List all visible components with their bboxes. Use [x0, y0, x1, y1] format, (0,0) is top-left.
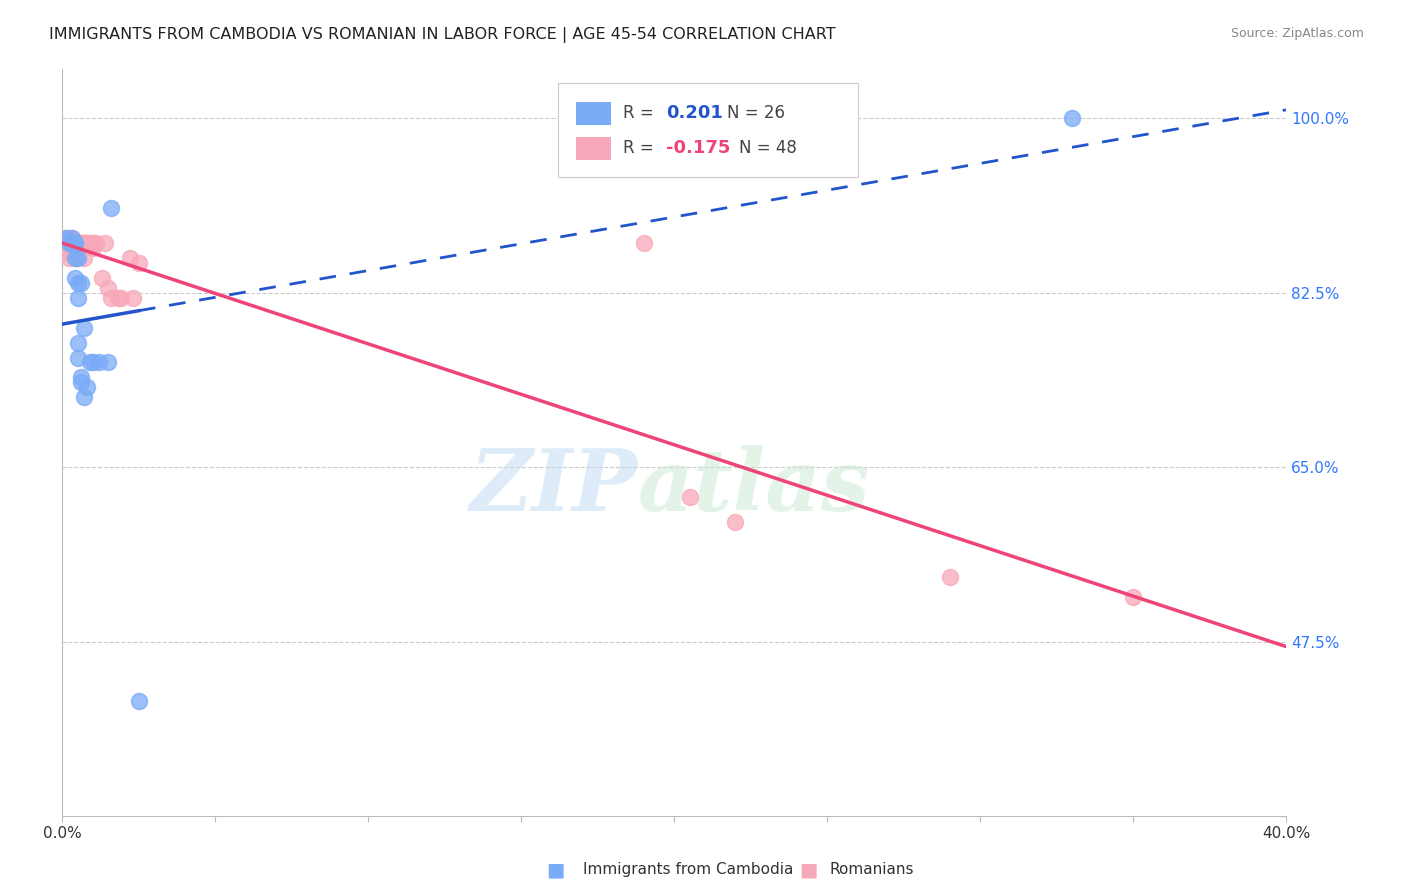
Point	[107, 291, 129, 305]
Text: atlas: atlas	[637, 445, 870, 529]
Point	[58, 235, 80, 250]
Point	[66, 351, 89, 365]
Point	[73, 251, 96, 265]
Point	[63, 235, 86, 250]
Point	[55, 235, 77, 250]
Point	[63, 235, 86, 250]
Point	[94, 235, 117, 250]
Point	[82, 355, 104, 369]
Text: Immigrants from Cambodia: Immigrants from Cambodia	[583, 863, 794, 877]
Point	[82, 235, 104, 250]
Point	[70, 235, 93, 250]
Point	[70, 370, 93, 384]
Point	[66, 235, 89, 250]
Point	[70, 235, 93, 250]
Point	[55, 235, 77, 250]
Point	[76, 235, 98, 250]
Point	[58, 245, 80, 260]
Point	[60, 235, 83, 250]
Point	[110, 291, 132, 305]
Point	[91, 270, 114, 285]
Point	[97, 281, 120, 295]
Text: N = 48: N = 48	[740, 139, 797, 158]
Point	[89, 355, 111, 369]
Point	[66, 235, 89, 250]
Point	[128, 694, 150, 708]
Point	[63, 251, 86, 265]
Point	[1122, 590, 1144, 604]
Point	[73, 235, 96, 250]
Point	[63, 270, 86, 285]
Point	[63, 235, 86, 250]
Point	[55, 231, 77, 245]
Point	[118, 251, 141, 265]
Point	[73, 390, 96, 404]
Point	[121, 291, 143, 305]
Point	[60, 231, 83, 245]
Point	[633, 235, 655, 250]
Text: R =: R =	[623, 139, 659, 158]
Point	[60, 235, 83, 250]
Point	[76, 235, 98, 250]
Text: Romanians: Romanians	[830, 863, 914, 877]
Point	[58, 235, 80, 250]
Point	[66, 241, 89, 255]
Point	[73, 320, 96, 334]
Point	[66, 235, 89, 250]
Text: R =: R =	[623, 104, 659, 122]
Text: -0.175: -0.175	[665, 139, 730, 158]
Point	[724, 515, 747, 529]
Point	[58, 235, 80, 250]
Text: N = 26: N = 26	[727, 104, 785, 122]
Point	[70, 276, 93, 290]
Point	[128, 256, 150, 270]
Text: IMMIGRANTS FROM CAMBODIA VS ROMANIAN IN LABOR FORCE | AGE 45-54 CORRELATION CHAR: IMMIGRANTS FROM CAMBODIA VS ROMANIAN IN …	[49, 27, 835, 43]
Text: ■: ■	[546, 860, 565, 880]
Text: ■: ■	[799, 860, 818, 880]
Point	[66, 291, 89, 305]
Point	[58, 231, 80, 245]
Point	[58, 235, 80, 250]
Text: 0.201: 0.201	[665, 104, 723, 122]
Point	[60, 231, 83, 245]
Point	[58, 251, 80, 265]
Point	[55, 231, 77, 245]
FancyBboxPatch shape	[558, 84, 858, 177]
Point	[79, 235, 101, 250]
Point	[63, 251, 86, 265]
Point	[66, 335, 89, 350]
FancyBboxPatch shape	[576, 103, 610, 125]
Point	[73, 235, 96, 250]
Text: Source: ZipAtlas.com: Source: ZipAtlas.com	[1230, 27, 1364, 40]
Point	[79, 355, 101, 369]
Point	[66, 235, 89, 250]
Point	[1060, 112, 1083, 126]
Point	[100, 201, 122, 215]
Point	[60, 235, 83, 250]
Point	[84, 235, 107, 250]
Text: ZIP: ZIP	[470, 445, 637, 529]
Point	[70, 376, 93, 390]
Point	[66, 235, 89, 250]
Point	[66, 251, 89, 265]
Point	[63, 235, 86, 250]
Point	[100, 291, 122, 305]
Point	[76, 380, 98, 394]
Point	[82, 241, 104, 255]
Point	[70, 235, 93, 250]
Point	[678, 490, 700, 504]
Point	[97, 355, 120, 369]
Point	[938, 570, 960, 584]
Point	[60, 235, 83, 250]
FancyBboxPatch shape	[576, 137, 610, 160]
Point	[66, 276, 89, 290]
